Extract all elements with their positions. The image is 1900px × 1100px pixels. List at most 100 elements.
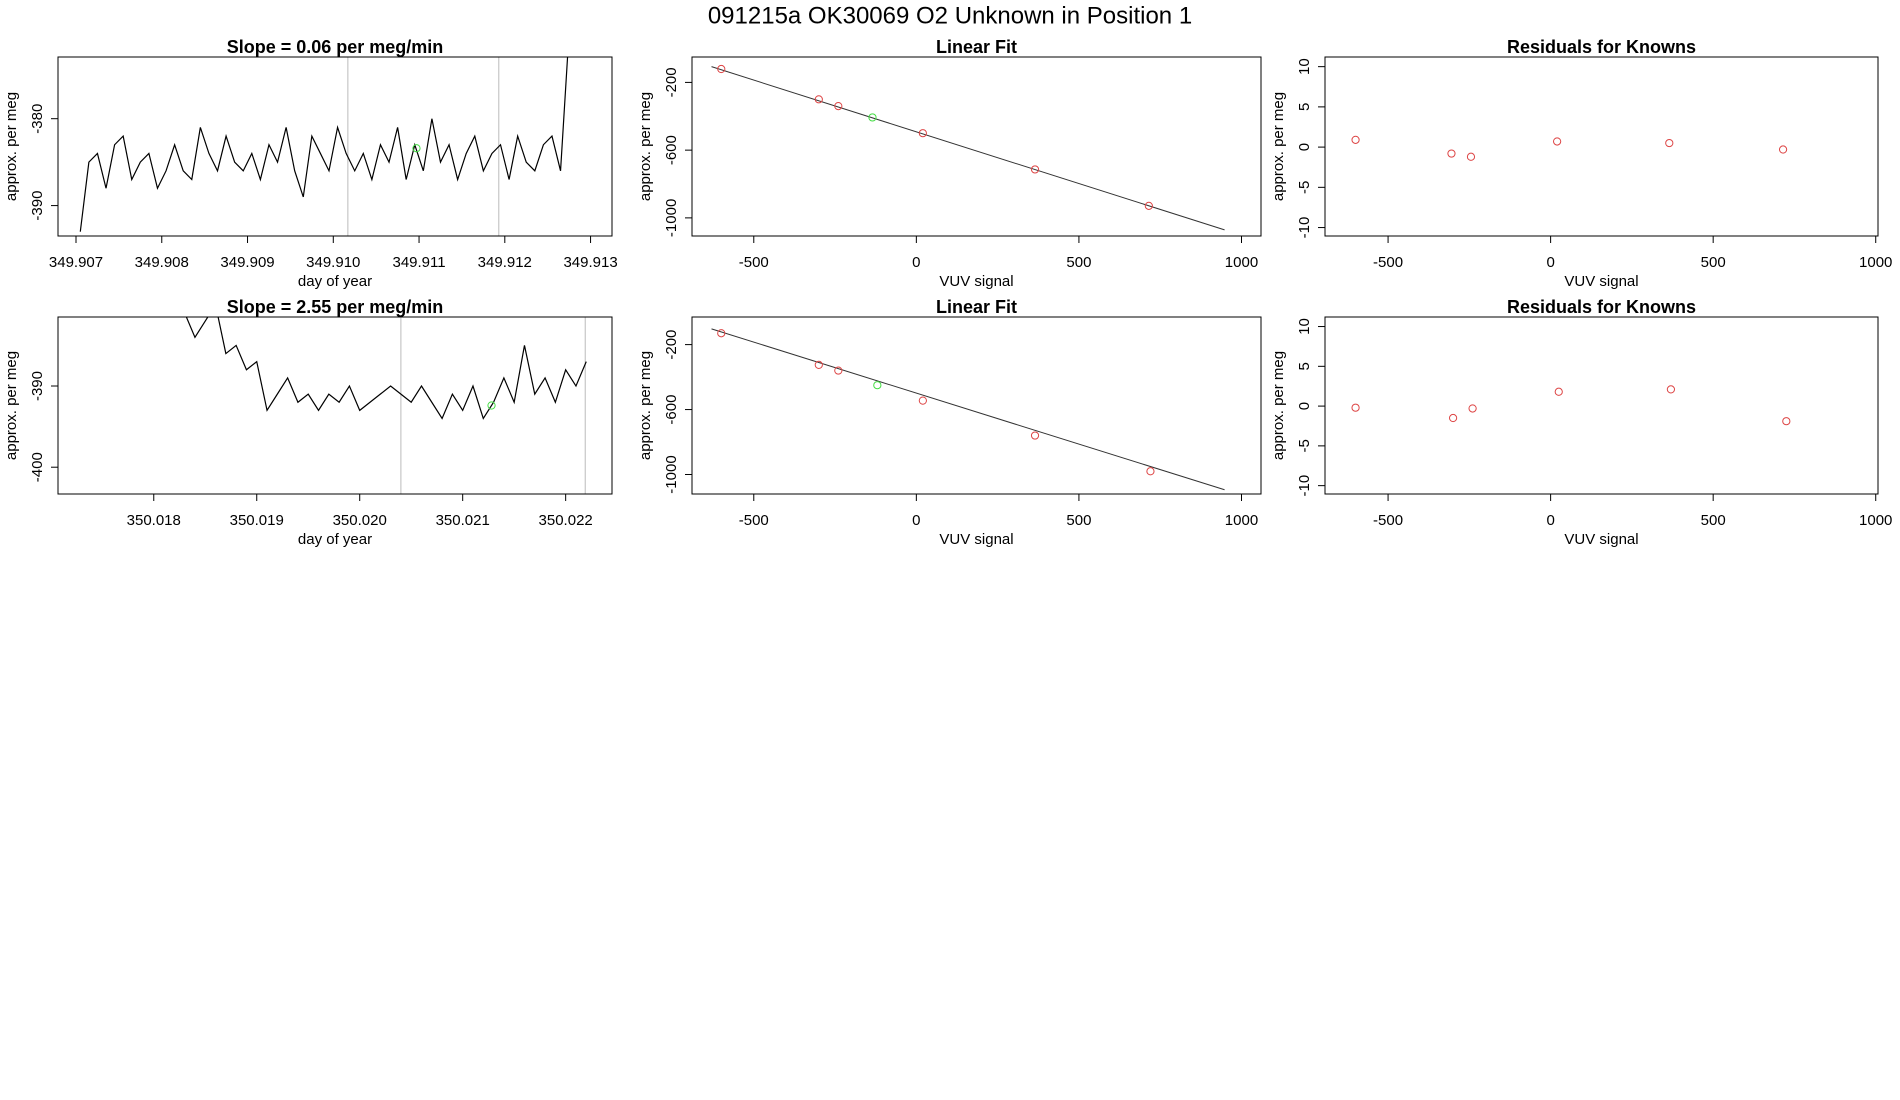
point <box>814 95 823 104</box>
plot-frame <box>691 316 1262 495</box>
point <box>717 64 726 74</box>
x-axis-label: day of year <box>298 531 372 548</box>
point <box>717 329 726 338</box>
panel: Residuals for Knowns VUV signal approx. pe… <box>1270 37 1892 290</box>
x-tick-label: 1000 <box>1859 512 1892 529</box>
unknown-point <box>487 401 496 410</box>
x-tick-label: 1000 <box>1859 254 1892 271</box>
x-tick-label: -500 <box>1373 254 1403 271</box>
x-tick-label: 350.019 <box>230 512 284 529</box>
y-tick-label: -1000 <box>663 199 680 237</box>
panel: Slope = 0.06 per meg/min day of year appro… <box>3 37 618 290</box>
y-tick-label: 0 <box>1296 143 1313 151</box>
y-tick-label: -1000 <box>663 455 680 493</box>
x-axis-label: VUV signal <box>939 273 1013 290</box>
point <box>814 360 823 370</box>
y-axis-label: approx. per meg <box>1270 351 1287 460</box>
x-tick-label: -500 <box>739 512 769 529</box>
y-tick-label: -380 <box>29 104 46 134</box>
x-tick-label: 349.913 <box>563 254 617 271</box>
y-tick-label: 10 <box>1296 318 1313 335</box>
y-axis-label: approx. per meg <box>637 351 654 460</box>
x-axis-label: VUV signal <box>1564 531 1638 548</box>
unknown-point <box>873 381 882 390</box>
y-tick-label: -10 <box>1296 475 1313 497</box>
data-line <box>79 57 569 232</box>
plot-area <box>1351 135 1788 161</box>
x-tick-label: 350.018 <box>127 512 181 529</box>
point <box>1782 417 1791 426</box>
point <box>1030 431 1040 440</box>
point <box>918 396 927 405</box>
x-tick-label: 349.908 <box>135 254 189 271</box>
y-tick-label: -600 <box>663 395 680 425</box>
y-tick-label: -200 <box>663 330 680 360</box>
panel-title: Slope = 2.55 per meg/min <box>227 297 444 317</box>
x-tick-label: 0 <box>1546 512 1554 529</box>
unknown-point <box>412 144 421 153</box>
point <box>1665 138 1674 148</box>
point <box>1468 404 1477 413</box>
y-tick-label: -400 <box>29 452 46 482</box>
x-tick-label: -500 <box>739 254 769 271</box>
x-tick-label: 500 <box>1701 512 1726 529</box>
y-tick-label: 0 <box>1296 402 1313 410</box>
x-tick-label: 350.021 <box>436 512 490 529</box>
panel: Slope = 2.55 per meg/min day of year appro… <box>3 297 613 548</box>
fit-line <box>711 328 1225 491</box>
point <box>1553 137 1562 146</box>
point <box>834 102 843 111</box>
panel-title: Residuals for Knowns <box>1507 37 1696 57</box>
point <box>1554 387 1563 396</box>
x-tick-label: 1000 <box>1225 512 1258 529</box>
plot-frame <box>57 316 613 495</box>
panel-title: Slope = 0.06 per meg/min <box>227 37 444 57</box>
y-tick-label: -390 <box>29 191 46 221</box>
x-tick-label: 350.020 <box>333 512 387 529</box>
unknown-point <box>868 113 877 122</box>
x-tick-label: 349.912 <box>478 254 532 271</box>
y-tick-label: -10 <box>1296 217 1313 239</box>
x-tick-label: 349.910 <box>306 254 360 271</box>
plot-area <box>711 64 1225 231</box>
y-axis-label: approx. per meg <box>637 92 654 201</box>
point <box>918 129 927 138</box>
point <box>1447 149 1456 158</box>
point <box>1144 201 1153 210</box>
x-tick-label: -500 <box>1373 512 1403 529</box>
point <box>1030 165 1040 174</box>
panel: Linear Fit VUV signal approx. per meg -500 0… <box>637 37 1262 290</box>
plot-frame <box>57 56 613 237</box>
y-tick-label: 5 <box>1296 103 1313 111</box>
plot-frame <box>1324 316 1879 495</box>
y-tick-label: 5 <box>1296 362 1313 370</box>
y-axis-label: approx. per meg <box>1270 92 1287 201</box>
x-tick-label: 0 <box>912 512 920 529</box>
point <box>1146 467 1155 476</box>
y-tick-label: -200 <box>663 67 680 97</box>
point <box>1351 403 1360 412</box>
plot-area <box>79 57 569 236</box>
x-tick-label: 1000 <box>1225 254 1258 271</box>
x-axis-label: VUV signal <box>939 531 1013 548</box>
panel-title: Linear Fit <box>936 37 1017 57</box>
y-tick-label: -5 <box>1296 181 1313 194</box>
point <box>1448 413 1458 423</box>
x-tick-label: 500 <box>1066 254 1091 271</box>
y-tick-label: -390 <box>29 371 46 401</box>
plot-frame <box>691 56 1262 237</box>
plot-frame <box>1324 56 1879 237</box>
y-axis-label: approx. per meg <box>3 351 20 460</box>
point <box>834 366 843 375</box>
point <box>1666 385 1676 394</box>
y-tick-label: -5 <box>1296 439 1313 452</box>
y-tick-label: 10 <box>1296 58 1313 75</box>
x-tick-label: 349.911 <box>392 254 445 271</box>
panel: Residuals for Knowns VUV signal approx. pe… <box>1270 297 1892 548</box>
y-axis-label: approx. per meg <box>3 92 20 201</box>
point <box>1466 152 1476 161</box>
point <box>1351 135 1360 144</box>
plot-area <box>711 328 1225 491</box>
